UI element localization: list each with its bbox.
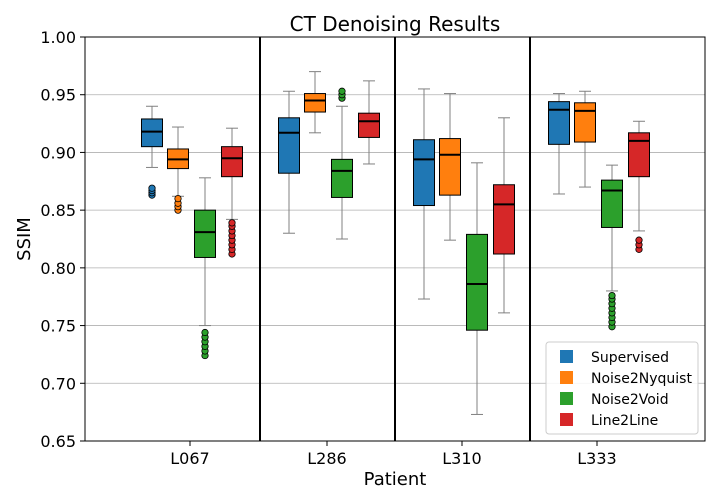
box-iqr: [141, 118, 163, 148]
y-tick-label: 0.70: [40, 374, 76, 393]
outlier-point: [148, 184, 156, 192]
series-noise2nyquist: [167, 71, 596, 241]
box-iqr: [466, 233, 488, 331]
box-iqr: [331, 158, 353, 198]
patient-separators: [259, 37, 531, 441]
box-series-layer: [141, 71, 650, 415]
box-iqr: [548, 101, 570, 145]
x-tick-label: L310: [442, 449, 481, 468]
legend-label: Noise2Void: [591, 392, 669, 408]
x-tick-label: L286: [307, 449, 346, 468]
legend-label: Supervised: [591, 350, 669, 366]
plot-frame: [84, 36, 706, 442]
legend: Supervised Noise2Nyquist Noise2Void Line2Li…: [545, 341, 699, 435]
outlier-point: [635, 236, 643, 244]
box-iqr: [601, 179, 623, 228]
y-axis-ticks: 0.65 0.70 0.75 0.80 0.85 0.90 0.95 1.00: [40, 28, 85, 451]
series-noise2void: [194, 87, 623, 415]
legend-frame: [545, 341, 699, 435]
legend-label: Line2Line: [591, 413, 658, 429]
x-axis-title: Patient: [364, 469, 427, 490]
x-tick-label: L333: [577, 449, 616, 468]
box-iqr: [439, 138, 461, 196]
box-iqr: [358, 112, 380, 138]
x-axis-ticks: L067 L286 L310 L333: [170, 441, 617, 468]
legend-swatch: [560, 413, 573, 426]
box-iqr: [493, 184, 515, 255]
series-supervised: [141, 88, 570, 300]
box-iqr: [278, 117, 300, 174]
y-axis-title: SSIM: [14, 217, 35, 261]
outlier-point: [201, 328, 209, 337]
x-tick-label: L067: [170, 449, 209, 468]
legend-swatch: [560, 392, 573, 405]
outlier-point: [338, 87, 346, 95]
box-iqr: [221, 146, 243, 178]
y-tick-label: 0.75: [40, 317, 76, 336]
box-iqr: [194, 209, 216, 258]
box-iqr: [574, 102, 596, 143]
series-line2line: [221, 80, 650, 314]
y-tick-label: 0.80: [40, 259, 76, 278]
outlier-point: [608, 291, 616, 300]
chart-title: CT Denoising Results: [290, 12, 501, 36]
box-iqr: [304, 93, 326, 113]
legend-label: Noise2Nyquist: [591, 371, 692, 387]
y-tick-label: 0.90: [40, 143, 76, 162]
box-iqr: [413, 139, 435, 207]
outlier-point: [228, 219, 236, 227]
y-tick-label: 0.95: [40, 86, 76, 105]
y-tick-label: 0.85: [40, 201, 76, 220]
y-tick-label: 1.00: [40, 28, 76, 47]
y-tick-label: 0.65: [40, 432, 76, 451]
legend-swatch: [560, 350, 573, 363]
legend-swatch: [560, 371, 573, 384]
outlier-point: [174, 195, 182, 203]
box-iqr: [628, 132, 650, 178]
